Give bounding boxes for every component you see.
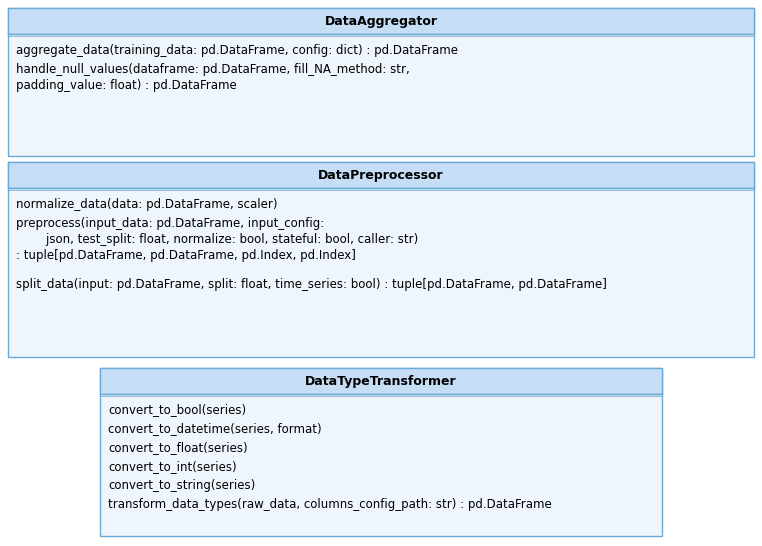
Text: split_data(input: pd.DataFrame, split: float, time_series: bool) : tuple[pd.Data: split_data(input: pd.DataFrame, split: f…: [16, 278, 607, 292]
Bar: [8, 162, 754, 188]
Text: preprocess(input_data: pd.DataFrame, input_config:: preprocess(input_data: pd.DataFrame, inp…: [16, 217, 325, 229]
Text: : tuple[pd.DataFrame, pd.DataFrame, pd.Index, pd.Index]: : tuple[pd.DataFrame, pd.DataFrame, pd.I…: [16, 250, 356, 263]
Text: DataPreprocessor: DataPreprocessor: [319, 169, 443, 181]
Text: normalize_data(data: pd.DataFrame, scaler): normalize_data(data: pd.DataFrame, scale…: [16, 198, 277, 211]
Bar: [8, 162, 754, 357]
Text: DataAggregator: DataAggregator: [325, 15, 437, 27]
Text: aggregate_data(training_data: pd.DataFrame, config: dict) : pd.DataFrame: aggregate_data(training_data: pd.DataFra…: [16, 44, 458, 57]
Text: handle_null_values(dataframe: pd.DataFrame, fill_NA_method: str,: handle_null_values(dataframe: pd.DataFra…: [16, 62, 410, 75]
Bar: [100, 368, 662, 536]
Text: convert_to_string(series): convert_to_string(series): [108, 479, 255, 492]
Text: convert_to_float(series): convert_to_float(series): [108, 442, 248, 454]
Text: padding_value: float) : pd.DataFrame: padding_value: float) : pd.DataFrame: [16, 79, 237, 92]
Text: json, test_split: float, normalize: bool, stateful: bool, caller: str): json, test_split: float, normalize: bool…: [16, 233, 418, 246]
Bar: [8, 8, 754, 34]
Text: DataTypeTransformer: DataTypeTransformer: [306, 375, 456, 388]
Bar: [8, 8, 754, 156]
Text: transform_data_types(raw_data, columns_config_path: str) : pd.DataFrame: transform_data_types(raw_data, columns_c…: [108, 498, 552, 512]
Text: convert_to_int(series): convert_to_int(series): [108, 460, 237, 473]
Text: convert_to_bool(series): convert_to_bool(series): [108, 403, 246, 417]
Text: convert_to_datetime(series, format): convert_to_datetime(series, format): [108, 423, 322, 436]
Bar: [100, 368, 662, 394]
